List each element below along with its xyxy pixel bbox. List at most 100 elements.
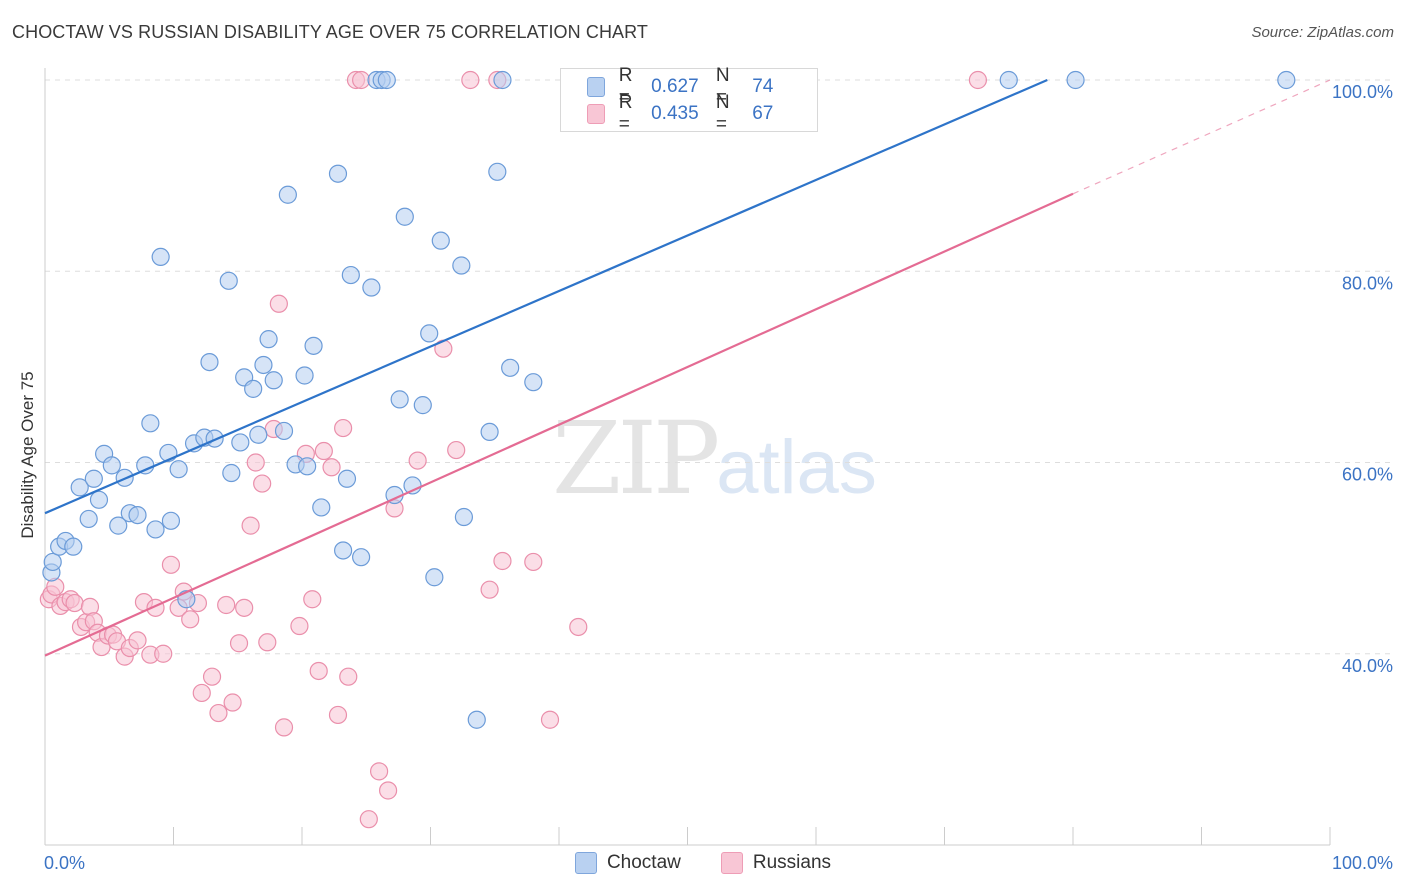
russians-point <box>314 441 333 461</box>
choctaw-point <box>341 265 360 285</box>
russians-point <box>352 70 371 90</box>
choctaw-point <box>205 429 224 448</box>
choctaw-point <box>312 498 331 517</box>
choctaw-point <box>219 271 238 290</box>
choctaw-points <box>42 70 1296 729</box>
choctaw-point <box>524 373 543 392</box>
choctaw-point <box>169 460 188 479</box>
choctaw-point <box>146 520 165 539</box>
choctaw-point <box>420 324 439 343</box>
choctaw-point <box>64 537 83 556</box>
russians-points <box>39 70 988 829</box>
russians-point <box>328 705 348 725</box>
russians-point <box>303 590 322 609</box>
russians-point <box>258 633 277 652</box>
russians-point <box>209 703 228 723</box>
legend-n-value: 67 <box>752 103 774 124</box>
choctaw-point <box>231 433 250 452</box>
choctaw-point <box>89 490 109 509</box>
legend-swatch-choctaw <box>587 77 605 97</box>
choctaw-point <box>454 507 474 527</box>
russians-point <box>309 661 328 681</box>
y-axis-label: Disability Age Over 75 <box>18 371 37 539</box>
russians-point <box>461 70 480 90</box>
russians-point <box>334 418 353 438</box>
axis-layer <box>44 68 1331 846</box>
russians-point <box>569 617 588 637</box>
legend-r-label: R = <box>618 65 633 108</box>
choctaw-point <box>200 352 219 372</box>
choctaw-point <box>109 516 128 535</box>
choctaw-point <box>1066 70 1085 90</box>
choctaw-point <box>128 505 147 525</box>
y-tick-label: 40.0% <box>1342 656 1393 676</box>
russians-point <box>229 634 249 653</box>
zipatlas-watermark: ZIPatlas <box>552 400 877 517</box>
choctaw-point <box>334 541 353 560</box>
choctaw-point <box>151 247 170 267</box>
legend-row-choctaw: R = 0.627 N = 74 <box>587 65 817 108</box>
legend-r-value: 0.627 <box>651 76 699 97</box>
choctaw-point <box>244 379 263 398</box>
legend-swatch-russians <box>587 104 605 124</box>
legend-r-value: 0.435 <box>651 103 699 124</box>
choctaw-point <box>102 456 121 475</box>
legend-r-label: R = <box>618 92 633 135</box>
russians-point <box>370 762 389 781</box>
choctaw-point <box>295 366 314 385</box>
russians-trend-line <box>44 192 1074 657</box>
russians-point <box>274 718 294 737</box>
russians-point <box>246 453 265 472</box>
choctaw-point <box>1277 70 1296 90</box>
russians-point <box>447 440 466 460</box>
choctaw-point <box>259 330 278 349</box>
russians-point <box>968 70 988 90</box>
choctaw-point <box>390 390 409 409</box>
x-tick-label: 100.0% <box>1332 853 1393 873</box>
choctaw-point <box>328 164 348 183</box>
series-label-choctaw: Choctaw <box>606 852 681 873</box>
choctaw-point <box>377 70 396 90</box>
grid-layer <box>45 79 1395 655</box>
russians-point <box>241 516 260 535</box>
series-swatch-russians <box>720 852 743 874</box>
choctaw-point <box>43 552 62 572</box>
choctaw-point <box>337 469 357 488</box>
russians-point <box>154 644 173 663</box>
trend-lines <box>44 78 1331 657</box>
russians-point <box>192 683 211 703</box>
y-tick-label: 80.0% <box>1342 273 1393 293</box>
choctaw-point <box>467 710 486 729</box>
choctaw-point <box>278 185 297 204</box>
russians-point <box>524 552 543 572</box>
russians-point <box>253 474 272 493</box>
russians-point <box>202 667 222 686</box>
russians-point <box>540 710 560 729</box>
choctaw-point <box>488 162 507 181</box>
series-legend: Choctaw Russians <box>0 852 1406 874</box>
choctaw-point <box>493 70 512 90</box>
russians-point <box>269 294 288 313</box>
choctaw-point <box>264 371 283 390</box>
watermark-zip: ZIP <box>552 400 720 517</box>
legend-n-label: N = <box>715 65 730 108</box>
series-label-russians: Russians <box>752 852 832 873</box>
russians-point <box>339 667 358 686</box>
choctaw-point <box>352 548 371 567</box>
russians-point <box>128 631 147 650</box>
source-label: Source: ZipAtlas.com <box>1251 24 1394 41</box>
russians-trend-extension <box>1072 79 1331 195</box>
choctaw-point <box>222 463 241 483</box>
series-legend-russians: Russians <box>720 852 832 874</box>
choctaw-point <box>999 70 1018 90</box>
choctaw-point <box>79 509 98 529</box>
choctaw-trend-line <box>44 78 1048 515</box>
series-swatch-choctaw <box>574 852 597 874</box>
choctaw-point <box>395 207 414 226</box>
russians-point <box>217 595 236 615</box>
choctaw-point <box>452 256 471 275</box>
y-tick-label: 60.0% <box>1342 465 1393 485</box>
russians-point <box>493 551 512 571</box>
choctaw-point <box>249 425 268 444</box>
